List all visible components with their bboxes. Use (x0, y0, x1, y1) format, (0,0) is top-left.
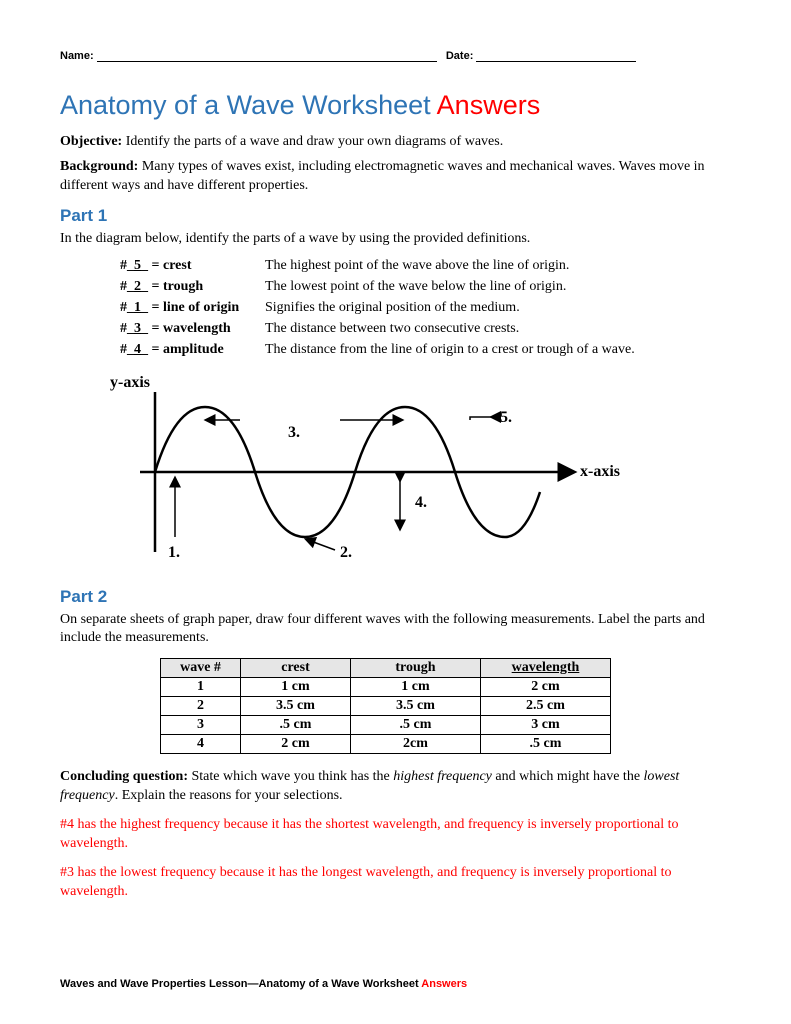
def-key: #_4_ = amplitude (120, 339, 265, 360)
name-blank[interactable] (97, 50, 437, 62)
wave-svg: y-axis x-axis 1. 2. 3. 4. 5. (90, 372, 630, 572)
diagram-label-5: 5. (500, 409, 512, 426)
diagram-label-3: 3. (288, 424, 300, 441)
answer-1: #4 has the highest frequency because it … (60, 816, 731, 854)
part1-intro: In the diagram below, identify the parts… (60, 230, 731, 249)
part2-heading: Part 2 (60, 587, 731, 607)
def-row: #_3_ = wavelength The distance between t… (120, 318, 731, 339)
concluding-para: Concluding question: State which wave yo… (60, 768, 731, 806)
footer: Waves and Wave Properties Lesson—Anatomy… (60, 978, 467, 990)
diagram-label-1: 1. (168, 544, 180, 561)
title-answers: Answers (437, 90, 541, 120)
worksheet-page: Name: Date: Anatomy of a Wave Worksheet … (0, 0, 791, 1024)
objective-label: Objective: (60, 134, 126, 149)
table-row: 2 3.5 cm 3.5 cm 2.5 cm (161, 697, 611, 716)
col-trough: trough (351, 659, 481, 678)
def-desc: The distance from the line of origin to … (265, 339, 731, 360)
background-text: Many types of waves exist, including ele… (60, 159, 705, 193)
measurements-table: wave # crest trough wavelength 1 1 cm 1 … (160, 658, 611, 754)
part1-heading: Part 1 (60, 206, 731, 226)
def-row: #_5_ = crest The highest point of the wa… (120, 255, 731, 276)
objective-text: Identify the parts of a wave and draw yo… (126, 134, 504, 149)
answer-2: #3 has the lowest frequency because it h… (60, 864, 731, 902)
page-title: Anatomy of a Wave Worksheet Answers (60, 90, 731, 121)
col-crest: crest (241, 659, 351, 678)
objective-para: Objective: Identify the parts of a wave … (60, 133, 731, 152)
table-row: 4 2 cm 2cm .5 cm (161, 735, 611, 754)
diagram-label-4: 4. (415, 494, 427, 511)
def-key: #_5_ = crest (120, 255, 265, 276)
def-row: #_2_ = trough The lowest point of the wa… (120, 276, 731, 297)
wave-diagram: y-axis x-axis 1. 2. 3. 4. 5. (90, 372, 731, 577)
date-blank[interactable] (476, 50, 636, 62)
diagram-label-2: 2. (340, 544, 352, 561)
title-main: Anatomy of a Wave Worksheet (60, 90, 437, 120)
def-key: #_1_ = line of origin (120, 297, 265, 318)
def-desc: Signifies the original position of the m… (265, 297, 731, 318)
y-axis-label: y-axis (110, 374, 150, 391)
definitions-list: #_5_ = crest The highest point of the wa… (120, 255, 731, 360)
header-line: Name: Date: (60, 50, 731, 62)
def-key: #_2_ = trough (120, 276, 265, 297)
col-wave: wave # (161, 659, 241, 678)
table-header-row: wave # crest trough wavelength (161, 659, 611, 678)
def-row: #_1_ = line of origin Signifies the orig… (120, 297, 731, 318)
concluding-label: Concluding question: (60, 769, 191, 784)
def-desc: The highest point of the wave above the … (265, 255, 731, 276)
table-row: 3 .5 cm .5 cm 3 cm (161, 716, 611, 735)
def-row: #_4_ = amplitude The distance from the l… (120, 339, 731, 360)
date-label: Date: (446, 50, 474, 62)
footer-text: Waves and Wave Properties Lesson—Anatomy… (60, 978, 421, 990)
def-desc: The lowest point of the wave below the l… (265, 276, 731, 297)
name-label: Name: (60, 50, 94, 62)
background-para: Background: Many types of waves exist, i… (60, 158, 731, 196)
background-label: Background: (60, 159, 142, 174)
def-key: #_3_ = wavelength (120, 318, 265, 339)
x-axis-label: x-axis (580, 463, 620, 480)
part2-intro: On separate sheets of graph paper, draw … (60, 611, 731, 649)
def-desc: The distance between two consecutive cre… (265, 318, 731, 339)
measurements-table-wrap: wave # crest trough wavelength 1 1 cm 1 … (160, 658, 731, 754)
col-wavelength: wavelength (481, 659, 611, 678)
table-row: 1 1 cm 1 cm 2 cm (161, 678, 611, 697)
table-body: 1 1 cm 1 cm 2 cm 2 3.5 cm 3.5 cm 2.5 cm … (161, 678, 611, 754)
footer-answers: Answers (421, 978, 467, 990)
